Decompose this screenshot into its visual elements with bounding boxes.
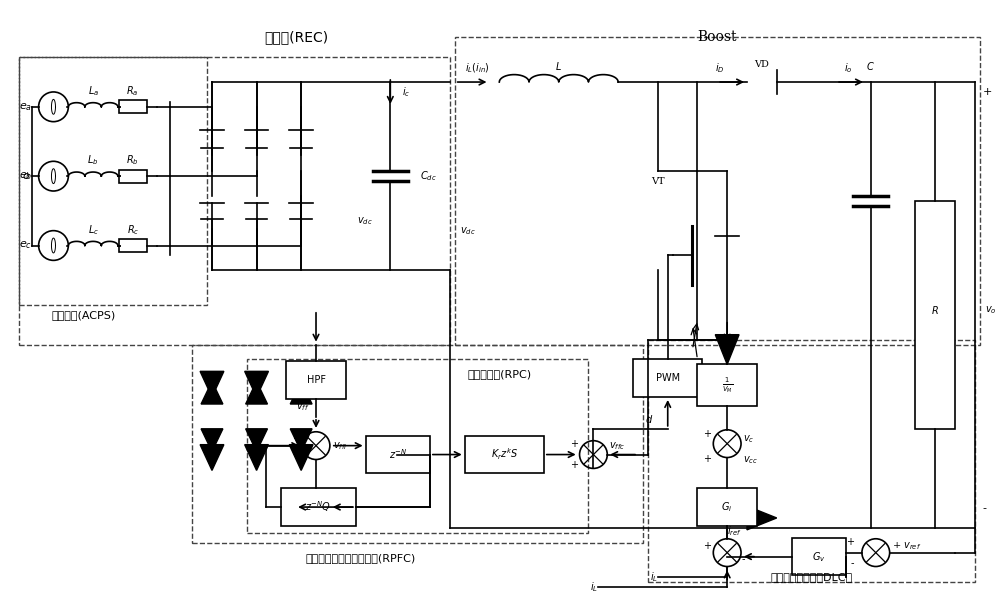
Polygon shape xyxy=(715,335,739,364)
Polygon shape xyxy=(246,429,267,452)
Text: $i_o$: $i_o$ xyxy=(844,61,853,75)
Text: PWM: PWM xyxy=(656,373,680,383)
Text: VD: VD xyxy=(754,60,769,69)
Text: HPF: HPF xyxy=(307,375,326,385)
Bar xyxy=(465,436,544,473)
Bar xyxy=(915,201,955,429)
Text: $L$: $L$ xyxy=(555,60,562,72)
Text: 双闭环控制结构（DLC）: 双闭环控制结构（DLC） xyxy=(770,572,852,583)
Text: $i_L$: $i_L$ xyxy=(650,571,658,584)
Text: $z^{-N}Q$: $z^{-N}Q$ xyxy=(305,500,332,514)
Text: $v_{ffc}$: $v_{ffc}$ xyxy=(609,440,625,452)
Text: $i_L$: $i_L$ xyxy=(590,580,598,594)
Text: $v_{ffi}$: $v_{ffi}$ xyxy=(333,440,347,452)
Bar xyxy=(633,359,702,397)
Bar xyxy=(247,359,588,533)
Text: $d$: $d$ xyxy=(645,413,653,425)
Text: $K_r z^k S$: $K_r z^k S$ xyxy=(491,447,518,463)
Text: $i_c$: $i_c$ xyxy=(402,85,411,99)
Text: $R$: $R$ xyxy=(931,304,939,316)
Text: 基于重复控制的前馈补偿(RPFC): 基于重复控制的前馈补偿(RPFC) xyxy=(305,553,416,563)
Text: $v_{ff}$: $v_{ff}$ xyxy=(296,401,310,413)
Text: $e_c$: $e_c$ xyxy=(19,239,32,251)
Text: +: + xyxy=(292,434,300,444)
Text: $\frac{1}{V_M}$: $\frac{1}{V_M}$ xyxy=(722,376,733,395)
Bar xyxy=(19,57,207,305)
Text: $o$: $o$ xyxy=(22,171,30,181)
Text: $C$: $C$ xyxy=(866,60,875,72)
Text: VT: VT xyxy=(651,176,665,185)
Bar xyxy=(119,100,147,113)
Bar xyxy=(697,488,757,526)
Polygon shape xyxy=(200,445,224,470)
Polygon shape xyxy=(289,445,313,470)
Text: $e_a$: $e_a$ xyxy=(19,101,32,113)
Polygon shape xyxy=(245,371,268,397)
Bar xyxy=(19,57,450,344)
Bar xyxy=(697,364,757,406)
Text: $v_{dc}$: $v_{dc}$ xyxy=(357,215,372,227)
Polygon shape xyxy=(245,445,268,470)
Polygon shape xyxy=(747,506,777,530)
Text: -: - xyxy=(741,554,745,565)
Polygon shape xyxy=(201,429,223,452)
Bar xyxy=(119,239,147,252)
Polygon shape xyxy=(290,381,312,404)
Text: 整流器(REC): 整流器(REC) xyxy=(264,31,328,44)
Text: $i_D$: $i_D$ xyxy=(715,61,725,75)
Bar xyxy=(792,538,846,575)
Text: -: - xyxy=(850,559,854,569)
Text: $R_a$: $R_a$ xyxy=(126,84,139,98)
Text: +: + xyxy=(570,439,578,449)
Text: $G_i$: $G_i$ xyxy=(721,500,733,514)
Text: $i_L(i_{in})$: $i_L(i_{in})$ xyxy=(465,61,489,75)
Bar xyxy=(366,436,430,473)
Polygon shape xyxy=(289,371,313,397)
Bar xyxy=(281,488,356,526)
Bar xyxy=(455,37,980,344)
Text: +: + xyxy=(292,449,300,460)
Bar xyxy=(286,361,346,399)
Text: 重复控制器(RPC): 重复控制器(RPC) xyxy=(467,370,531,379)
Text: 交流电源(ACPS): 交流电源(ACPS) xyxy=(51,310,115,320)
Text: +: + xyxy=(846,537,854,547)
Text: +: + xyxy=(703,429,711,439)
Text: $G_v$: $G_v$ xyxy=(812,550,826,563)
Bar xyxy=(192,344,643,543)
Text: +: + xyxy=(703,454,711,464)
Text: $L_b$: $L_b$ xyxy=(87,154,99,167)
Polygon shape xyxy=(290,429,312,452)
Text: +: + xyxy=(703,541,711,551)
Text: $C_{dc}$: $C_{dc}$ xyxy=(420,169,437,183)
Text: + $v_{ref}$: + $v_{ref}$ xyxy=(892,540,921,551)
Text: $v_{dc}$: $v_{dc}$ xyxy=(460,225,475,236)
Polygon shape xyxy=(201,381,223,404)
Text: +: + xyxy=(570,460,578,470)
Text: $e_b$: $e_b$ xyxy=(19,170,32,182)
Text: $v_c$: $v_c$ xyxy=(743,433,754,445)
Text: $z^{-N}$: $z^{-N}$ xyxy=(389,448,407,461)
Text: $v_o$: $v_o$ xyxy=(985,304,996,316)
Text: $L_c$: $L_c$ xyxy=(88,223,99,236)
Text: $R_b$: $R_b$ xyxy=(126,154,139,167)
Text: $v_{cc}$: $v_{cc}$ xyxy=(743,455,758,466)
Text: Boost: Boost xyxy=(698,31,737,44)
Text: $i_{ref}$: $i_{ref}$ xyxy=(727,524,742,538)
Bar xyxy=(648,340,975,583)
Text: -: - xyxy=(983,503,987,513)
Text: $L_a$: $L_a$ xyxy=(88,84,99,98)
Text: +: + xyxy=(983,87,992,97)
Text: $R_c$: $R_c$ xyxy=(127,223,139,236)
Polygon shape xyxy=(200,371,224,397)
Polygon shape xyxy=(246,381,267,404)
Bar xyxy=(119,170,147,182)
